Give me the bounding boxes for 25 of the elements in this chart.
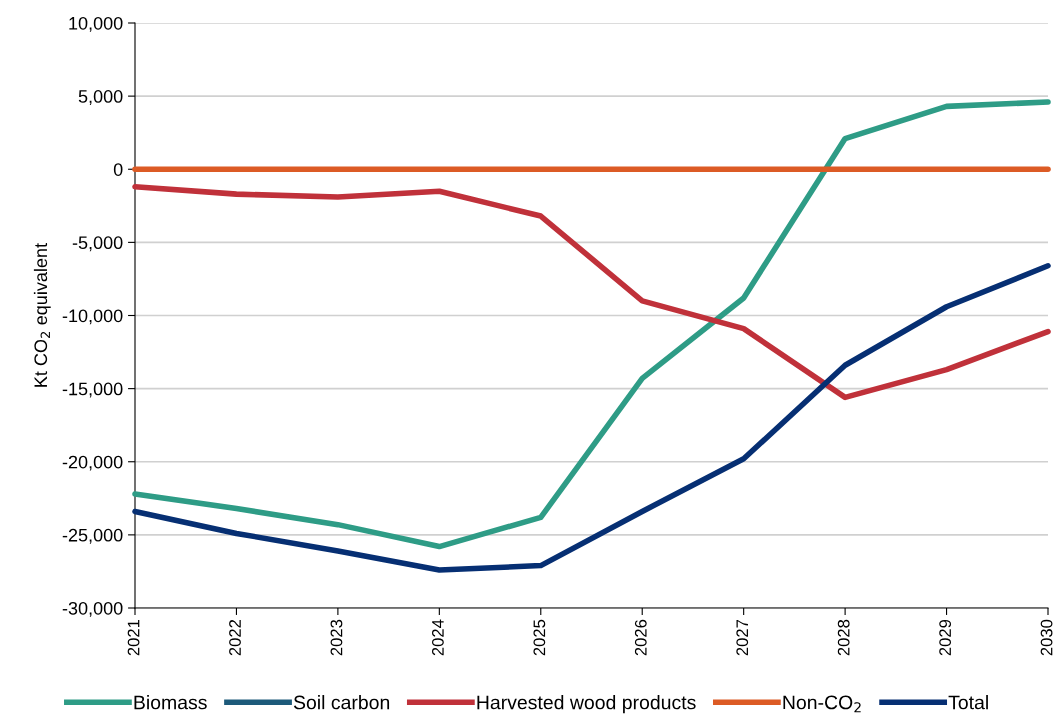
y-tick-label: -25,000 (62, 528, 123, 544)
y-tick-label: 10,000 (69, 16, 123, 32)
y-tick-label: -15,000 (62, 382, 123, 398)
y-tick-label: -10,000 (62, 309, 123, 325)
x-tick-label: 2021 (127, 619, 140, 656)
y-tick-label: 0 (113, 163, 123, 176)
x-tick-label: 2027 (736, 619, 749, 656)
legend-label: Soil carbon (293, 695, 390, 710)
y-tick-label: -30,000 (62, 601, 123, 617)
legend-label: Biomass (134, 695, 207, 710)
x-tick-label: 2025 (533, 619, 546, 656)
y-axis-title: Kt CO$_{2}$ equivalent (33, 243, 51, 387)
x-tick-label: 2028 (837, 619, 850, 656)
legend-label: Non-CO$_{2}$ (783, 695, 861, 713)
y-tick-label: -20,000 (62, 455, 123, 471)
legend-label: Harvested wood products (477, 695, 696, 714)
y-tick-label: -5,000 (72, 236, 123, 252)
y-tick-label: 5,000 (78, 90, 123, 105)
x-tick-label: 2024 (432, 619, 444, 656)
x-tick-label: 2023 (330, 619, 343, 656)
x-tick-label: 2022 (229, 619, 241, 656)
x-tick-label: 2030 (1040, 619, 1053, 656)
x-tick-label: 2026 (634, 619, 647, 656)
x-tick-label: 2029 (939, 619, 952, 656)
legend-label: Total (948, 695, 988, 710)
